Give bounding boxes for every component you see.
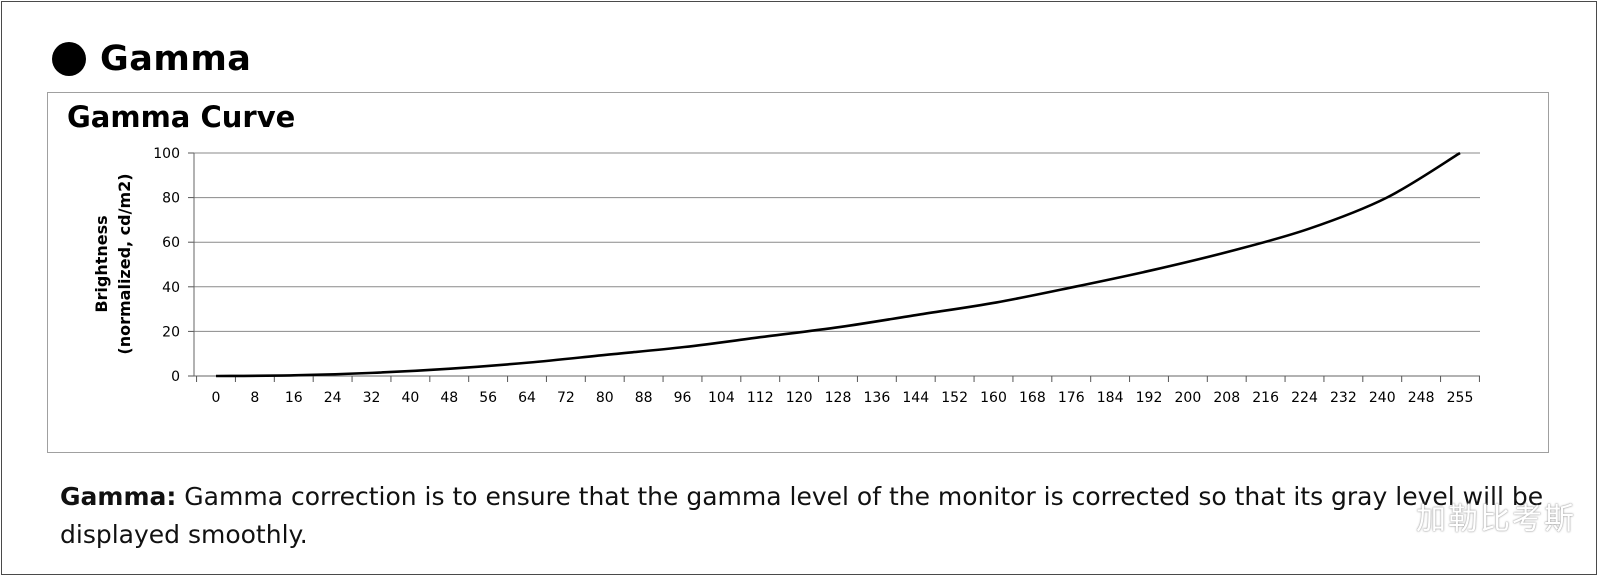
- x-tick-label: 176: [1058, 390, 1085, 406]
- x-tick-label: 72: [557, 390, 575, 406]
- grid-lines: [194, 152, 1480, 332]
- x-tick-label: 96: [674, 390, 692, 406]
- watermark: 加勒比考斯: [1416, 502, 1576, 537]
- section-title: Gamma: [100, 39, 252, 79]
- x-tick-label: 112: [747, 390, 774, 406]
- x-tick-label: 8: [250, 390, 259, 406]
- x-tick-label: 216: [1252, 390, 1279, 406]
- x-tick-label: 136: [864, 390, 891, 406]
- y-tick-labels: 0 20 40 60 80 100: [153, 146, 180, 385]
- bullet-icon: [52, 42, 86, 76]
- x-tick-label: 240: [1369, 390, 1396, 406]
- x-tick-label: 80: [596, 390, 614, 406]
- x-tick-labels: 0 8 16 24 32 40 48 56 64 72 80 88 96 104 112 120 128 136 1…: [212, 390, 1474, 406]
- x-tick-label: 144: [902, 390, 929, 406]
- series-layer: [215, 151, 1461, 378]
- y-axis-label-units: (normalized, cd/m2): [115, 173, 134, 354]
- x-tick-label: 24: [324, 390, 342, 406]
- x-tick-label: 56: [479, 390, 497, 406]
- series-line-0: [215, 151, 1461, 378]
- x-tick-label: 40: [401, 390, 419, 406]
- x-tick-label: 160: [980, 390, 1007, 406]
- x-tick-label: 0: [212, 390, 221, 406]
- description-line1: Gamma correction is to ensure that the g…: [176, 482, 1544, 511]
- x-tick-label: 224: [1291, 390, 1318, 406]
- y-tick-label: 100: [153, 146, 180, 162]
- y-tick-label: 0: [171, 369, 180, 385]
- x-tick-label: 88: [635, 390, 653, 406]
- x-tick-label: 64: [518, 390, 536, 406]
- y-tick-label: 20: [162, 324, 180, 340]
- y-tick-label: 40: [162, 280, 180, 296]
- description-text: Gamma: Gamma correction is to ensure tha…: [60, 478, 1580, 554]
- description-line2: displayed smoothly.: [60, 520, 308, 549]
- y-tick-label: 60: [162, 235, 180, 251]
- section-heading: Gamma: [52, 36, 251, 82]
- description-term: Gamma:: [60, 482, 177, 511]
- x-tick-label: 184: [1097, 390, 1124, 406]
- x-tick-label: 128: [825, 390, 852, 406]
- x-tick-label: 232: [1330, 390, 1357, 406]
- x-tick-label: 32: [363, 390, 381, 406]
- x-tick-label: 104: [708, 390, 735, 406]
- x-tick-label: 200: [1175, 390, 1202, 406]
- x-tick-label: 16: [285, 390, 303, 406]
- x-tick-label: 192: [1136, 390, 1163, 406]
- x-tick-label: 152: [941, 390, 968, 406]
- x-tick-label: 48: [440, 390, 458, 406]
- chart-panel: [47, 92, 1549, 453]
- x-tick-label: 208: [1213, 390, 1240, 406]
- x-tick-label: 248: [1408, 390, 1435, 406]
- chart-title: Gamma Curve: [67, 100, 296, 134]
- x-tick-label: 120: [786, 390, 813, 406]
- y-axis-label: Brightness: [92, 215, 111, 312]
- x-tick-label: 255: [1447, 390, 1474, 406]
- axes: [188, 152, 1480, 382]
- y-tick-label: 80: [162, 191, 180, 207]
- x-tick-label: 168: [1019, 390, 1046, 406]
